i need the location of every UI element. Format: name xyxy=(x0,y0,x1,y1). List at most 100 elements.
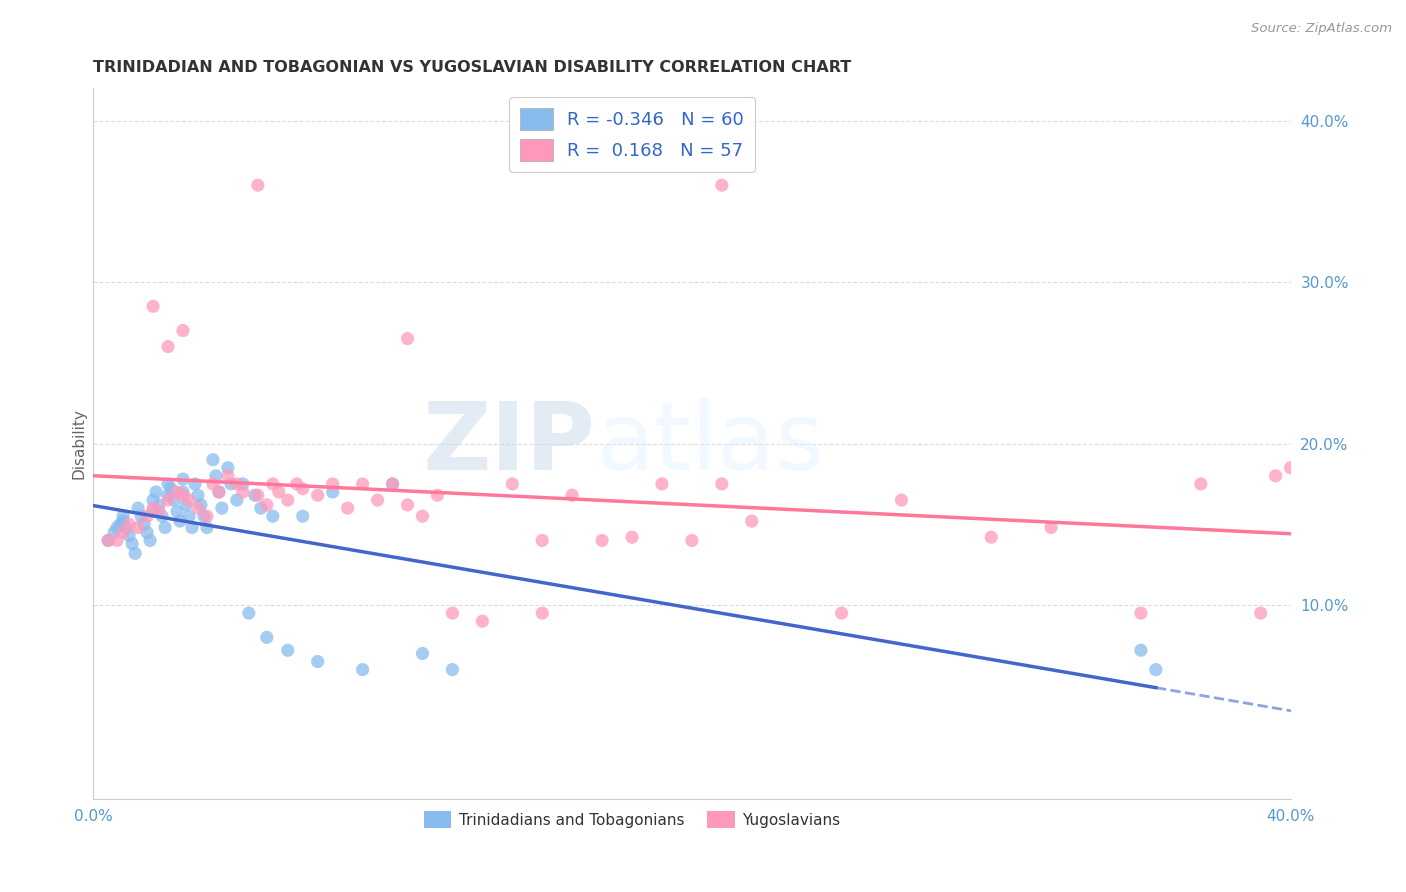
Point xyxy=(307,655,329,669)
Point xyxy=(187,501,209,516)
Point xyxy=(157,477,180,491)
Point xyxy=(411,509,433,524)
Point xyxy=(145,485,167,500)
Point xyxy=(177,509,200,524)
Point xyxy=(1189,477,1212,491)
Point xyxy=(307,488,329,502)
Point xyxy=(108,517,131,532)
Point xyxy=(741,514,763,528)
Point xyxy=(267,485,290,500)
Point xyxy=(148,504,170,518)
Point xyxy=(232,485,254,500)
Point xyxy=(621,530,644,544)
Text: Source: ZipAtlas.com: Source: ZipAtlas.com xyxy=(1251,22,1392,36)
Point xyxy=(148,498,170,512)
Point xyxy=(127,520,149,534)
Point xyxy=(97,533,120,548)
Point xyxy=(352,477,374,491)
Point xyxy=(262,477,284,491)
Point xyxy=(381,477,404,491)
Point xyxy=(157,488,180,502)
Point xyxy=(157,493,180,508)
Point xyxy=(243,488,266,502)
Point xyxy=(1144,663,1167,677)
Point xyxy=(710,178,733,193)
Point xyxy=(190,498,212,512)
Point xyxy=(157,340,180,354)
Point xyxy=(246,488,269,502)
Point xyxy=(163,493,186,508)
Point xyxy=(426,488,449,502)
Point xyxy=(129,509,152,524)
Point xyxy=(97,533,120,548)
Point xyxy=(201,477,224,491)
Point xyxy=(103,525,125,540)
Point xyxy=(208,485,231,500)
Point xyxy=(160,482,183,496)
Point xyxy=(367,493,389,508)
Point xyxy=(166,485,188,500)
Point xyxy=(1129,643,1152,657)
Point xyxy=(166,504,188,518)
Point xyxy=(246,178,269,193)
Point xyxy=(291,482,314,496)
Point xyxy=(322,485,344,500)
Point xyxy=(217,460,239,475)
Point xyxy=(118,517,141,532)
Point xyxy=(201,452,224,467)
Point xyxy=(105,520,128,534)
Point xyxy=(441,606,464,620)
Point xyxy=(322,477,344,491)
Point xyxy=(980,530,1002,544)
Point xyxy=(256,631,278,645)
Point xyxy=(172,472,194,486)
Point xyxy=(681,533,703,548)
Point xyxy=(195,509,218,524)
Point xyxy=(124,546,146,560)
Text: atlas: atlas xyxy=(596,398,824,490)
Point xyxy=(352,663,374,677)
Point xyxy=(225,477,247,491)
Point xyxy=(285,477,308,491)
Point xyxy=(142,299,165,313)
Point xyxy=(139,533,162,548)
Point xyxy=(411,647,433,661)
Point xyxy=(187,488,209,502)
Point xyxy=(211,501,233,516)
Point xyxy=(250,501,273,516)
Point xyxy=(150,509,173,524)
Point xyxy=(232,477,254,491)
Point xyxy=(277,493,299,508)
Point xyxy=(256,498,278,512)
Point xyxy=(238,606,260,620)
Point xyxy=(132,517,155,532)
Point xyxy=(115,520,138,534)
Legend: Trinidadians and Tobagonians, Yugoslavians: Trinidadians and Tobagonians, Yugoslavia… xyxy=(418,805,846,834)
Point xyxy=(710,477,733,491)
Point xyxy=(1040,520,1063,534)
Point xyxy=(262,509,284,524)
Point xyxy=(169,514,191,528)
Y-axis label: Disability: Disability xyxy=(72,409,86,479)
Point xyxy=(205,468,228,483)
Point xyxy=(531,606,554,620)
Point xyxy=(396,332,419,346)
Point xyxy=(225,493,247,508)
Point xyxy=(181,520,204,534)
Point xyxy=(177,493,200,508)
Point xyxy=(1264,468,1286,483)
Point xyxy=(1250,606,1272,620)
Point xyxy=(172,488,194,502)
Point xyxy=(217,468,239,483)
Point xyxy=(172,324,194,338)
Point xyxy=(193,509,215,524)
Point xyxy=(142,504,165,518)
Point xyxy=(501,477,523,491)
Point xyxy=(890,493,912,508)
Point xyxy=(153,520,176,534)
Point xyxy=(441,663,464,677)
Point xyxy=(121,536,143,550)
Point xyxy=(127,501,149,516)
Point xyxy=(142,493,165,508)
Text: TRINIDADIAN AND TOBAGONIAN VS YUGOSLAVIAN DISABILITY CORRELATION CHART: TRINIDADIAN AND TOBAGONIAN VS YUGOSLAVIA… xyxy=(93,60,852,75)
